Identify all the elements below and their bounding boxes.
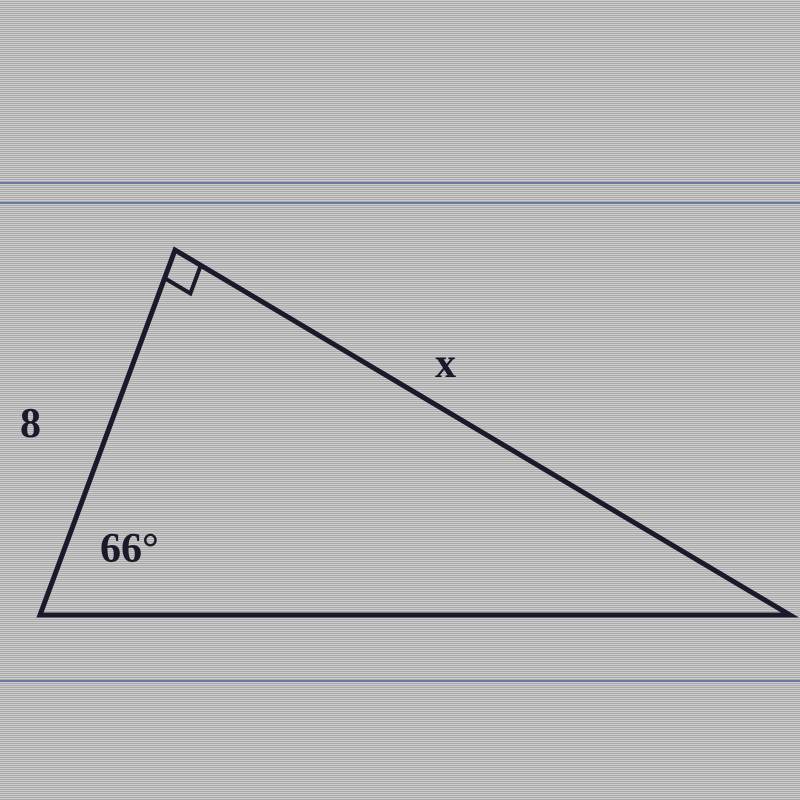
side-label-left: 8 [20,400,41,448]
angle-label-bottom-left: 66° [100,525,159,573]
triangle-diagram [0,0,800,800]
side-label-hypotenuse: x [435,340,456,388]
